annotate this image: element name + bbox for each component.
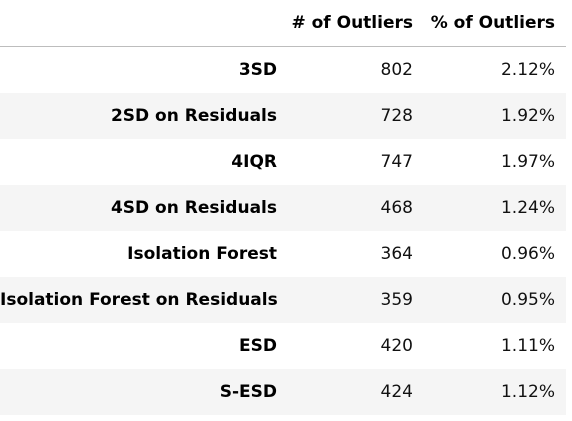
- header-cell-count: # of Outliers: [291, 13, 413, 33]
- row-count: 468: [380, 198, 413, 218]
- row-percent: 0.95%: [500, 290, 555, 310]
- table-row: 3SD 802 2.12%: [0, 47, 566, 93]
- row-method: ESD: [239, 336, 277, 356]
- table-row: Isolation Forest on Residuals 359 0.95%: [0, 277, 566, 323]
- outliers-table: # of Outliers % of Outliers 3SD 802 2.12…: [0, 0, 566, 415]
- row-method: 2SD on Residuals: [110, 106, 277, 126]
- table-row: Isolation Forest 364 0.96%: [0, 231, 566, 277]
- row-count: 802: [380, 60, 413, 80]
- row-percent: 2.12%: [500, 60, 555, 80]
- row-count: 728: [380, 106, 413, 126]
- row-method: S-ESD: [219, 382, 277, 402]
- row-percent: 1.11%: [500, 336, 555, 356]
- row-percent: 1.24%: [500, 198, 555, 218]
- table-row: 4IQR 747 1.97%: [0, 139, 566, 185]
- row-percent: 1.12%: [500, 382, 555, 402]
- row-method: 3SD: [238, 60, 277, 80]
- row-percent: 1.92%: [500, 106, 555, 126]
- row-method: Isolation Forest: [127, 244, 277, 264]
- row-count: 420: [380, 336, 413, 356]
- row-count: 364: [380, 244, 413, 264]
- row-count: 359: [380, 290, 413, 310]
- row-count: 424: [380, 382, 413, 402]
- row-percent: 1.97%: [500, 152, 555, 172]
- row-method: 4SD on Residuals: [110, 198, 277, 218]
- table-row: 2SD on Residuals 728 1.92%: [0, 93, 566, 139]
- row-method: Isolation Forest on Residuals: [0, 290, 278, 310]
- table-header: # of Outliers % of Outliers: [0, 0, 566, 47]
- row-method: 4IQR: [231, 152, 277, 172]
- row-percent: 0.96%: [500, 244, 555, 264]
- table-row: S-ESD 424 1.12%: [0, 369, 566, 415]
- table-row: 4SD on Residuals 468 1.24%: [0, 185, 566, 231]
- row-count: 747: [380, 152, 413, 172]
- header-cell-percent: % of Outliers: [430, 13, 555, 33]
- table-row: ESD 420 1.11%: [0, 323, 566, 369]
